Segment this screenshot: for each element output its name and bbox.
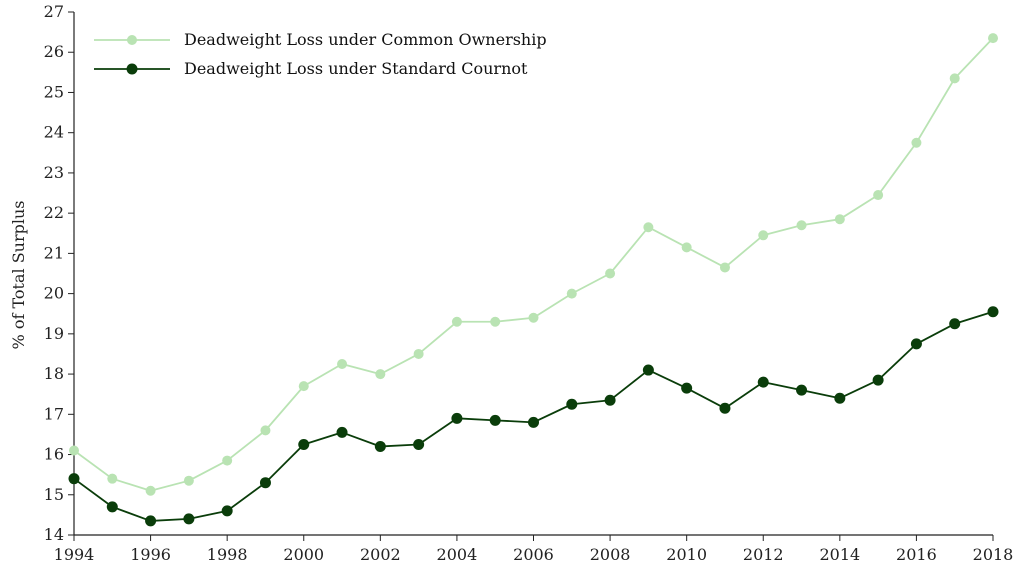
series-layer [68, 33, 999, 527]
data-point [911, 137, 922, 148]
data-point [681, 382, 693, 394]
data-point [605, 268, 616, 279]
data-point [106, 501, 118, 513]
data-point [834, 214, 845, 225]
y-axis-title: % of Total Surplus [9, 201, 28, 350]
data-point [260, 425, 271, 436]
x-tick-label: 2004 [437, 545, 478, 564]
data-point [145, 485, 156, 496]
data-point [566, 398, 578, 410]
data-point [642, 364, 654, 376]
y-tick-label: 14 [44, 525, 64, 544]
data-point [107, 473, 118, 484]
data-point [681, 242, 692, 253]
data-point [183, 513, 195, 525]
data-point [489, 414, 501, 426]
legend-marker [126, 63, 138, 75]
x-tick-label: 2010 [666, 545, 707, 564]
data-point [145, 515, 157, 527]
data-point [988, 33, 998, 44]
data-point [834, 392, 846, 404]
data-point [604, 394, 616, 406]
series-2 [68, 306, 999, 527]
y-tick-label: 25 [44, 82, 64, 101]
x-tick-label: 1994 [54, 545, 95, 564]
series-1 [69, 33, 998, 496]
data-point [528, 416, 539, 428]
y-tick-label: 21 [44, 243, 64, 262]
legend: Deadweight Loss under Common Ownership De… [94, 30, 547, 78]
data-point [758, 230, 769, 241]
data-point [221, 505, 233, 517]
x-tick-label: 2006 [513, 545, 554, 564]
data-point [528, 312, 539, 323]
data-point [451, 412, 463, 424]
data-point [949, 318, 961, 330]
data-point [451, 316, 462, 327]
data-point [719, 262, 730, 273]
axes: 14 15 16 17 18 19 20 21 22 23 24 25 26 27 1994 1996 1998… [44, 2, 1014, 564]
data-point [298, 381, 309, 392]
y-tick-label: 18 [44, 364, 64, 383]
legend-label: Deadweight Loss under Standard Cournot [184, 59, 528, 78]
y-tick-label: 15 [44, 485, 64, 504]
data-point [69, 445, 79, 456]
data-point [910, 338, 922, 350]
data-point [337, 359, 348, 370]
x-tick-label: 1996 [130, 545, 171, 564]
y-tick-label: 20 [44, 284, 64, 303]
legend-marker [127, 35, 137, 45]
y-tick-label: 16 [44, 445, 64, 464]
data-point [719, 402, 731, 414]
x-tick-label: 2018 [973, 545, 1014, 564]
data-point [413, 438, 425, 450]
data-point [566, 288, 577, 299]
data-point [796, 220, 807, 231]
data-point [490, 316, 501, 327]
data-point [949, 73, 960, 84]
y-tick-label: 19 [44, 324, 64, 343]
y-tick-label: 17 [44, 404, 64, 423]
y-tick-label: 27 [44, 2, 64, 21]
y-tick-label: 24 [44, 123, 64, 142]
data-point [873, 190, 884, 201]
legend-item: Deadweight Loss under Standard Cournot [94, 59, 528, 78]
x-tick-label: 2016 [896, 545, 937, 564]
x-tick-label: 2014 [819, 545, 860, 564]
data-point [872, 374, 884, 386]
data-point [259, 477, 271, 489]
legend-item: Deadweight Loss under Common Ownership [94, 30, 547, 49]
x-tick-label: 1998 [207, 545, 248, 564]
data-point [68, 473, 80, 485]
data-point [643, 222, 654, 233]
data-point [336, 426, 348, 438]
data-point [298, 438, 310, 450]
data-point [222, 455, 233, 466]
series-line [73, 310, 994, 522]
y-tick-label: 22 [44, 203, 64, 222]
y-tick-label: 23 [44, 163, 64, 182]
x-tick-label: 2002 [360, 545, 401, 564]
data-point [796, 384, 808, 396]
y-tick-label: 26 [44, 42, 64, 61]
data-point [757, 376, 769, 388]
legend-label: Deadweight Loss under Common Ownership [184, 30, 547, 49]
data-point [375, 369, 386, 380]
data-point [374, 440, 386, 452]
data-point [987, 306, 999, 318]
x-tick-label: 2000 [283, 545, 324, 564]
data-point [183, 475, 194, 486]
x-tick-label: 2008 [590, 545, 631, 564]
data-point [413, 348, 424, 359]
x-tick-label: 2012 [743, 545, 784, 564]
